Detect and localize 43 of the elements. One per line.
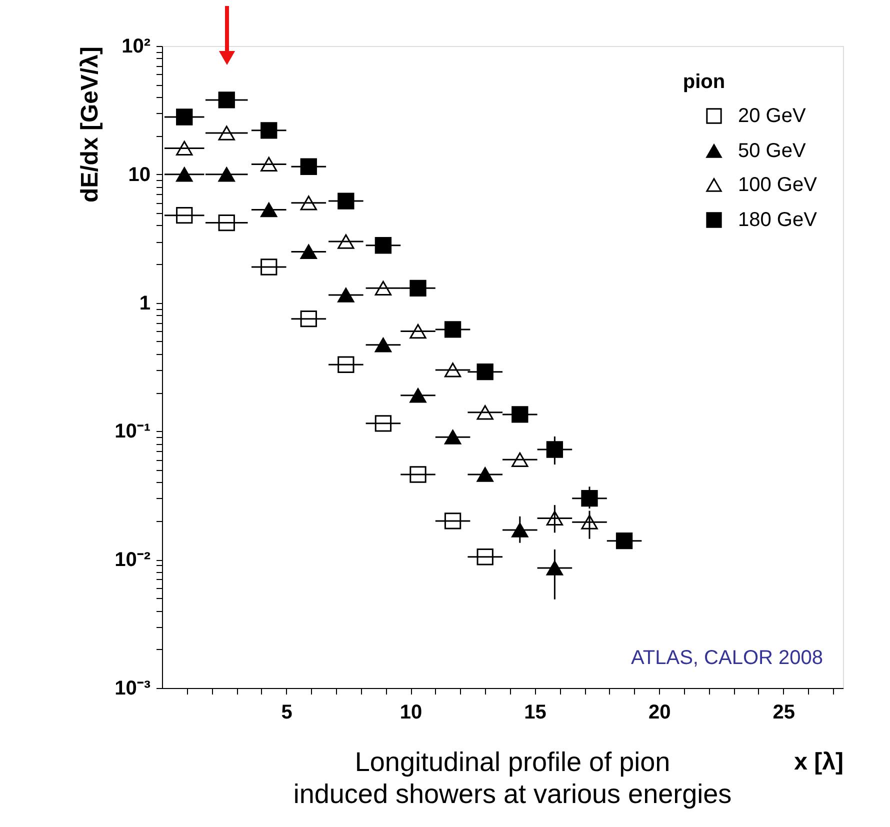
x-tick-label: 25 [772, 702, 795, 724]
point [616, 532, 633, 550]
point [218, 214, 235, 232]
point [476, 548, 494, 566]
legend-label: 20 GeV [738, 105, 806, 127]
point [176, 206, 193, 224]
point [260, 122, 278, 139]
annotation: ATLAS, CALOR 2008 [631, 647, 823, 669]
text: Longitudinal profile of pion induced showers at various energies [293, 747, 732, 809]
point [444, 430, 462, 444]
point [300, 310, 317, 328]
x-tick-label: 15 [524, 702, 546, 724]
x-tick-label: 10 [400, 702, 422, 724]
point [444, 512, 462, 530]
point [300, 244, 317, 260]
legend-label: 100 GeV [738, 174, 818, 196]
x-tick-label: 20 [648, 702, 671, 724]
legend-label: 180 GeV [738, 209, 818, 231]
point [410, 280, 426, 297]
point [374, 415, 392, 432]
point [338, 192, 354, 210]
point [300, 158, 317, 175]
point [512, 406, 528, 423]
y-axis-title: dE/dx [GeV/λ] [76, 46, 104, 203]
y-tick-label: 10² [122, 36, 151, 58]
point [338, 356, 354, 373]
x-tick-label: 5 [281, 702, 292, 724]
point [374, 237, 392, 254]
x-axis-title: x [λ] [794, 748, 844, 776]
point [476, 363, 494, 380]
y-tick-label: 10⁻³ [114, 678, 151, 700]
y-tick-label: 1 [139, 292, 150, 314]
point [260, 202, 278, 218]
point [444, 321, 462, 338]
y-tick-label: 10⁻¹ [114, 420, 151, 443]
y-tick-label: 10⁻² [114, 549, 151, 572]
point [176, 108, 193, 126]
legend-title: pion [682, 71, 726, 93]
y-tick-label: 10 [128, 164, 150, 186]
legend-label: 50 GeV [738, 140, 806, 162]
point [338, 288, 354, 302]
point [218, 92, 235, 108]
point [476, 467, 494, 482]
